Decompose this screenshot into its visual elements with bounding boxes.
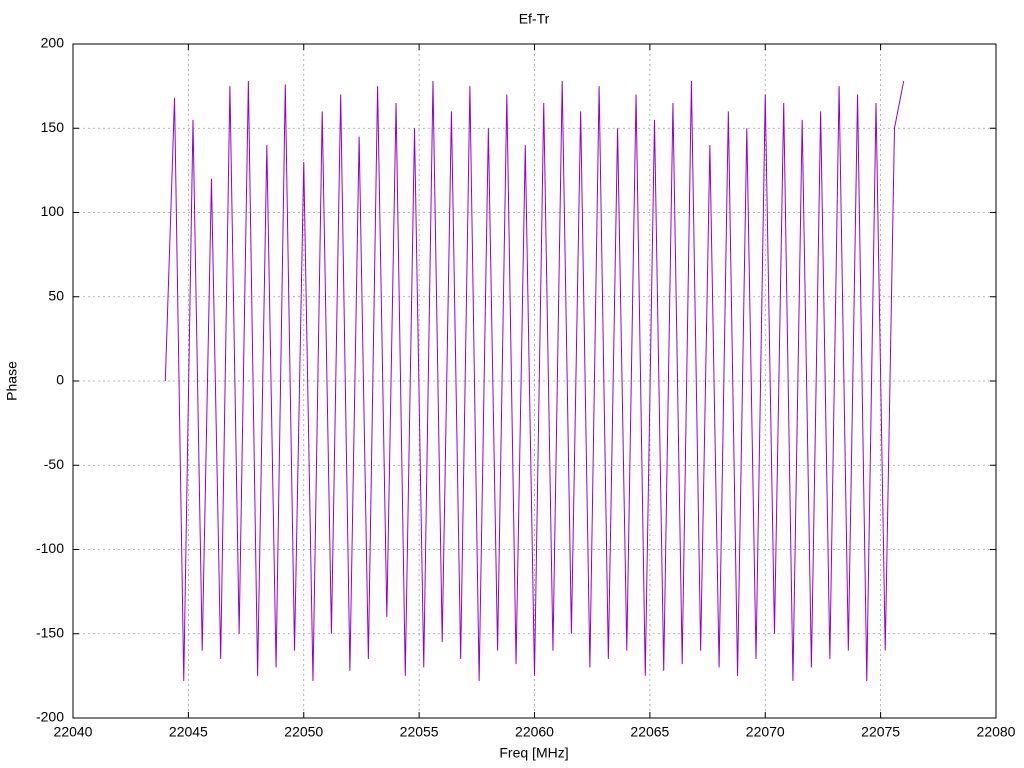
data-line (164, 80, 905, 681)
y-tick-label: -100 (36, 540, 64, 556)
plot-border (72, 43, 997, 719)
x-tick-label: 22065 (630, 724, 669, 740)
x-tick-label: 22075 (861, 724, 900, 740)
y-tick-label: 150 (41, 119, 65, 135)
x-tick-label: 22050 (284, 724, 323, 740)
y-tick-label: -50 (44, 456, 64, 472)
y-tick-label: -200 (36, 709, 64, 725)
y-tick-label: 200 (41, 35, 65, 51)
y-axis-label: Phase (4, 361, 20, 401)
y-tick-label: 0 (56, 372, 64, 388)
y-tick-label: 100 (41, 203, 65, 219)
y-tick-label: 50 (48, 287, 64, 303)
x-tick-label: 22040 (54, 724, 93, 740)
y-tick-label: -150 (36, 624, 64, 640)
x-axis-label: Freq [MHz] (499, 745, 568, 761)
x-tick-label: 22080 (977, 724, 1016, 740)
x-tick-label: 22060 (515, 724, 554, 740)
x-tick-label: 22070 (746, 724, 785, 740)
x-tick-label: 22055 (400, 724, 439, 740)
chart-title: Ef-Tr (519, 11, 550, 27)
x-tick-label: 22045 (169, 724, 208, 740)
